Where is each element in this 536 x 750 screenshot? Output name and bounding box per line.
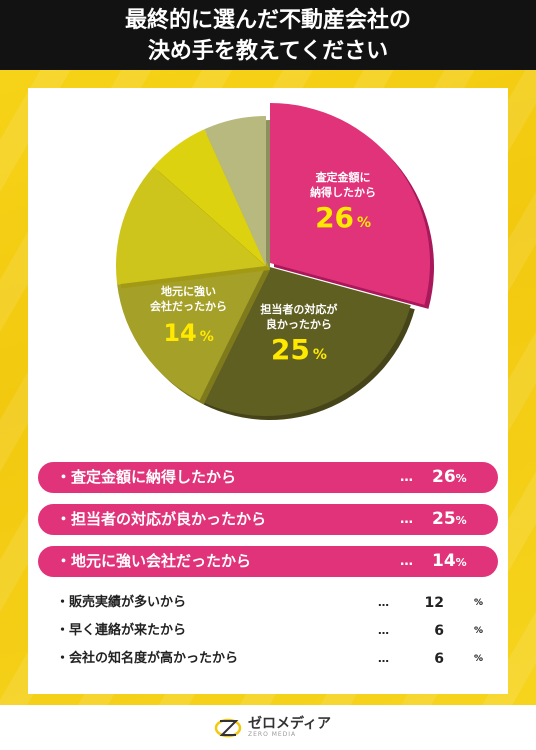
title-line-2: 決め手を教えてください [147, 39, 389, 64]
ranking-unit: % [474, 654, 484, 664]
slice-label-line1: 地元に強い [161, 284, 216, 298]
slice-label-2: 担当者の対応が良かったから 25% [260, 302, 337, 366]
ranking-row-6: ・会社の知名度が高かったから … 6 % [38, 646, 498, 672]
ranking-unit: % [474, 626, 484, 636]
ranking-label: ・販売実績が多いから [56, 595, 187, 610]
chart-card: 査定金額に 納得したから 26% 担当者の対応が 良かったから 25% 地元に強い 会社だった… [28, 88, 508, 694]
ranking-number: 12 [424, 595, 444, 611]
slice-label-line2: 会社だったから [150, 299, 227, 313]
ranking-dots: … [400, 512, 413, 527]
ranking-unit: % [455, 514, 467, 527]
ranking-dots: … [378, 624, 389, 637]
logo-text: ゼロメディア [248, 716, 332, 732]
slice-label-unit: % [200, 329, 214, 345]
slice-label-line1: 査定金額に [316, 170, 371, 184]
ranking-label: ・早く連絡が来たから [56, 623, 187, 638]
ranking-number: 6 [434, 651, 444, 667]
slice-label-line1: 担当者の対応が [260, 302, 337, 316]
ranking-label: ・担当者の対応が良かったから [56, 510, 267, 528]
ranking-value: 14% [432, 546, 467, 578]
brand-logo: ゼロメディア ZERO MEDIA [214, 713, 331, 743]
ranking-value: 26% [432, 462, 467, 494]
ranking-number: 6 [434, 623, 444, 639]
title-line-1: 最終的に選んだ不動産会社の [124, 8, 411, 33]
ranking-label: ・地元に強い会社だったから [56, 552, 252, 570]
ranking-row-2: ・担当者の対応が良かったから … 25% [38, 504, 498, 535]
footer: ゼロメディア ZERO MEDIA [0, 705, 536, 750]
slice-label-line2: 納得したから [310, 185, 376, 199]
ranking-unit: % [455, 556, 467, 569]
ranking-value: 25% [432, 504, 467, 536]
pie-slice-1 [270, 103, 431, 305]
ranking-unit: % [455, 472, 467, 485]
ranking-row-4: ・販売実績が多いから … 12 % [38, 590, 498, 616]
pie-slice-6 [204, 116, 266, 266]
logo-subtext: ZERO MEDIA [248, 731, 297, 738]
slice-label-percent: 25% [271, 333, 327, 366]
ranking-dots: … [378, 596, 389, 609]
ranking-row-3: ・地元に強い会社だったから … 14% [38, 546, 498, 577]
ranking-number: 26 [432, 467, 456, 487]
ranking-number: 25 [432, 509, 456, 529]
ranking-dots: … [400, 554, 413, 569]
ranking-row-1: ・査定金額に納得したから … 26% [38, 462, 498, 493]
pie-slice-5 [153, 129, 266, 266]
ranking-dots: … [378, 652, 389, 665]
pie-slice-3 [117, 266, 266, 401]
ranking-label: ・会社の知名度が高かったから [56, 651, 239, 666]
ranking-unit: % [474, 598, 484, 608]
slice-label-unit: % [357, 215, 371, 231]
ranking-label: ・査定金額に納得したから [56, 468, 237, 486]
pie-slice-4 [115, 166, 267, 285]
ranking-number: 14 [432, 551, 456, 571]
page-title: 最終的に選んだ不動産会社の 決め手を教えてください [0, 0, 536, 70]
slice-label-unit: % [313, 347, 327, 363]
ranking-dots: … [400, 470, 413, 485]
logo-mark-icon [214, 718, 242, 738]
slice-label-line2: 良かったから [266, 317, 332, 331]
ranking-row-5: ・早く連絡が来たから … 6 % [38, 618, 498, 644]
